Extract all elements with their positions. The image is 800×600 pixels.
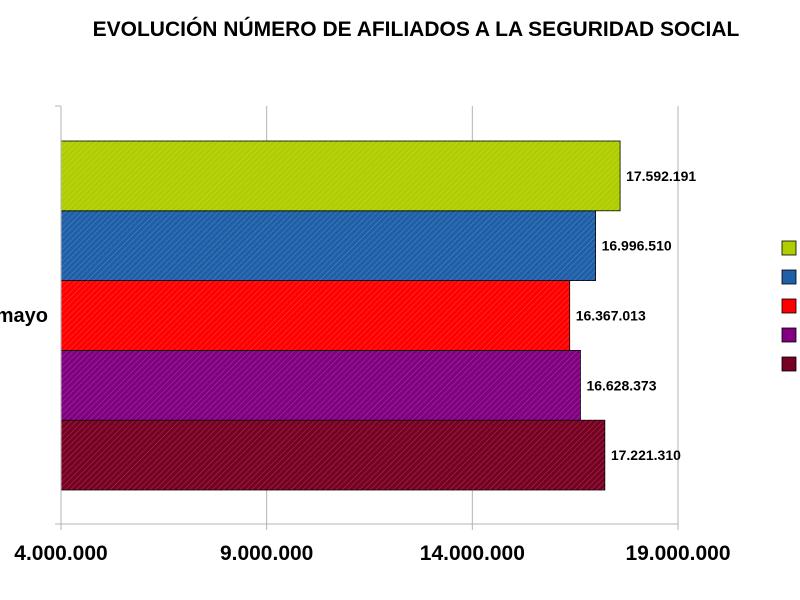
legend-swatch bbox=[781, 356, 797, 372]
x-tick-label: 9.000.000 bbox=[220, 542, 313, 565]
category-label: mayo bbox=[0, 305, 48, 327]
data-label: 17.221.310 bbox=[611, 447, 681, 463]
bar-hatch bbox=[61, 210, 596, 281]
bar-hatch bbox=[61, 420, 605, 490]
x-tick-label: 19.000.000 bbox=[625, 542, 730, 565]
legend-swatch bbox=[781, 240, 797, 256]
data-label: 16.628.373 bbox=[586, 377, 656, 393]
bar-hatch bbox=[61, 350, 581, 421]
data-label: 17.592.191 bbox=[626, 168, 696, 184]
legend-swatch bbox=[781, 269, 797, 285]
x-tick-label: 4.000.000 bbox=[14, 542, 107, 565]
bar-hatch bbox=[61, 280, 570, 351]
legend-swatch bbox=[781, 298, 797, 314]
x-tick-label: 14.000.000 bbox=[420, 542, 525, 565]
bar-hatch bbox=[61, 141, 621, 211]
data-label: 16.996.510 bbox=[602, 238, 672, 254]
data-label: 16.367.013 bbox=[576, 308, 646, 324]
chart-title: EVOLUCIÓN NÚMERO DE AFILIADOS A LA SEGUR… bbox=[92, 18, 740, 41]
legend-swatch bbox=[781, 327, 797, 343]
